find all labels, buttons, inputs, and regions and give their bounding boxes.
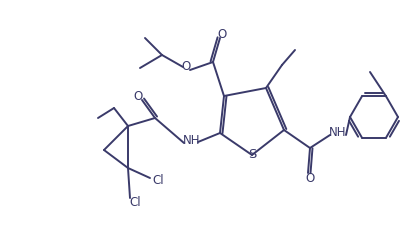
Text: Cl: Cl [129,195,141,209]
Text: O: O [217,27,226,40]
Text: S: S [248,149,256,161]
Text: NH: NH [329,127,347,140]
Text: O: O [305,171,315,185]
Text: NH: NH [183,134,201,146]
Text: O: O [133,89,143,103]
Text: O: O [182,61,191,73]
Text: Cl: Cl [152,173,164,186]
